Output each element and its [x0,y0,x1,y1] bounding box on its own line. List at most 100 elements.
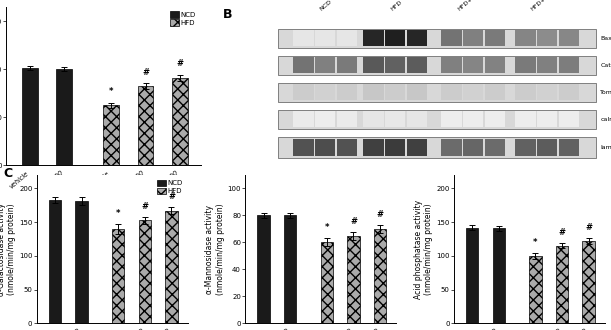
Bar [515,84,536,100]
Bar [364,57,384,73]
Bar [278,110,596,129]
Text: C: C [4,168,13,181]
Bar [337,111,357,127]
Bar [515,111,536,127]
Bar [515,30,536,46]
Y-axis label: Acid phosphatase activity
(nmole/min/mg protein): Acid phosphatase activity (nmole/min/mg … [414,200,433,299]
Bar [374,229,386,323]
Bar [463,84,483,100]
Text: #: # [168,192,175,201]
Text: Cathepsin-B: Cathepsin-B [600,63,611,68]
Text: #: # [585,223,592,232]
Text: #: # [558,228,566,237]
Bar [137,86,153,165]
Bar [529,256,541,323]
Bar [485,139,505,156]
Bar [337,139,357,156]
Bar [293,111,313,127]
Bar [485,84,505,100]
Bar [278,82,596,102]
Text: *: * [533,238,538,247]
Text: Tom20: Tom20 [600,90,611,95]
Text: B: B [223,8,233,21]
Bar [49,200,61,323]
Bar [103,106,119,165]
Text: #: # [177,59,183,68]
Legend: NCD, HFD: NCD, HFD [156,179,185,195]
Bar [278,137,596,158]
Legend: NCD, HFD: NCD, HFD [169,10,197,27]
Bar [559,84,579,100]
Bar [407,84,427,100]
Bar [466,228,478,323]
Bar [56,69,72,165]
Text: *: * [109,87,114,96]
Bar [386,84,406,100]
Bar [293,30,313,46]
Text: *: * [116,209,120,217]
Bar [139,220,151,323]
Bar [315,84,335,100]
Bar [172,78,188,165]
Bar [559,139,579,156]
Bar [441,111,461,127]
Bar [257,215,269,323]
Bar [463,139,483,156]
Bar [485,57,505,73]
Bar [559,30,579,46]
Bar [112,229,125,323]
Bar [537,139,557,156]
Bar [321,243,333,323]
Y-axis label: α-Galactosidase activity
(nmole/min/mg protein): α-Galactosidase activity (nmole/min/mg p… [0,203,16,296]
Bar [386,139,406,156]
Bar [364,30,384,46]
Bar [364,111,384,127]
Bar [537,30,557,46]
Text: *: * [324,223,329,232]
Bar [386,30,406,46]
Bar [76,201,88,323]
Bar [407,111,427,127]
Bar [556,246,568,323]
Bar [278,56,596,75]
Bar [284,215,296,323]
Text: #: # [350,217,357,226]
Text: NCD: NCD [319,0,333,11]
Bar [515,57,536,73]
Bar [278,29,596,48]
Bar [315,139,335,156]
Text: lamp-1: lamp-1 [600,145,611,150]
Bar [441,30,461,46]
Bar [463,111,483,127]
Bar [441,139,461,156]
Text: Bax: Bax [600,36,611,41]
Bar [293,57,313,73]
Text: HFD: HFD [389,0,403,11]
Bar [337,84,357,100]
Bar [315,57,335,73]
Text: HFD+EUL100: HFD+EUL100 [456,0,492,11]
Bar [537,84,557,100]
Bar [407,57,427,73]
Bar [492,228,505,323]
Bar [485,111,505,127]
Bar [407,30,427,46]
Bar [347,236,360,323]
Bar [315,30,335,46]
Bar [315,111,335,127]
Bar [537,111,557,127]
Bar [386,111,406,127]
Bar [293,84,313,100]
Bar [463,57,483,73]
Bar [485,30,505,46]
Bar [337,30,357,46]
Text: #: # [141,202,148,211]
Bar [441,84,461,100]
Bar [293,139,313,156]
Text: HFD+EUL200: HFD+EUL200 [530,0,566,11]
Y-axis label: α-Mannosidase activity
(nmole/min/mg protein): α-Mannosidase activity (nmole/min/mg pro… [205,203,225,295]
Text: calreticulin: calreticulin [600,116,611,121]
Text: #: # [142,68,149,77]
Bar [364,139,384,156]
Bar [407,139,427,156]
